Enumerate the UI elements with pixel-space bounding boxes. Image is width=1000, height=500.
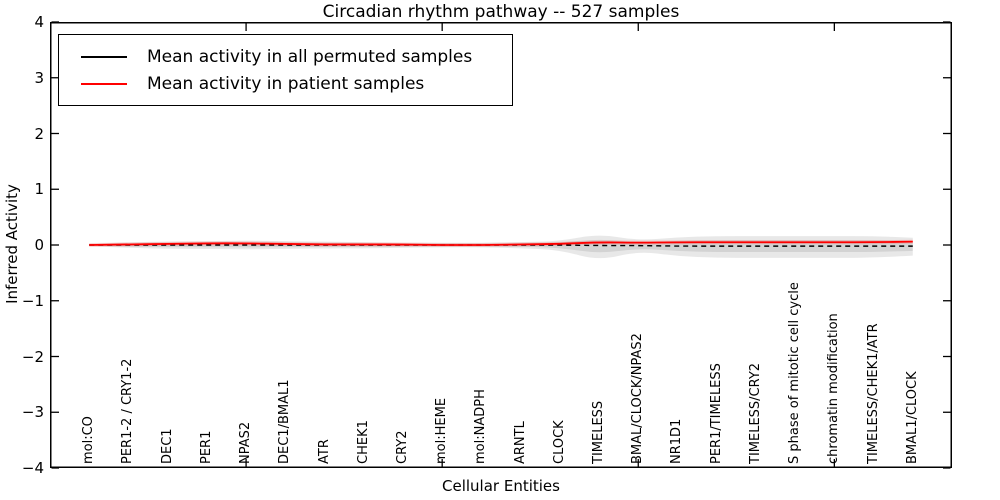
x-category-label: PER1-2 / CRY1-2 [120,358,136,464]
y-tick-label: −1 [21,291,44,310]
legend-label: Mean activity in patient samples [147,73,425,94]
x-category-label: CHEK1 [355,420,371,464]
x-category-label: mol:NADPH [473,389,489,464]
x-category-label: PER1 [198,430,214,464]
x-category-label: NR1D1 [669,418,685,464]
plot-area: mol:CO PER1-2 / CRY1-2 DEC1 PER1 NPAS2 DEC1/B… [50,21,952,469]
plot-canvas [50,21,952,469]
legend-label: Mean activity in all permuted samples [147,46,473,67]
y-tick-label: 4 [34,13,44,31]
permuted-line-swatch [81,55,127,58]
x-category-label: S phase of mitotic cell cycle [787,282,803,464]
y-tick-label: 1 [34,180,44,199]
x-category-label: mol:CO [81,416,97,464]
x-category-label: mol:HEME [434,397,450,464]
y-tick-label: 3 [34,68,44,87]
legend-row: Mean activity in patient samples [69,70,502,97]
x-category-label: CLOCK [551,420,567,464]
y-tick-label: −2 [21,347,44,366]
permuted-mean-line [89,244,913,247]
legend-row: Mean activity in all permuted samples [69,43,502,70]
y-tick-label: −4 [21,459,44,477]
patient-line-swatch [81,82,127,85]
x-category-label: NPAS2 [238,421,254,464]
x-category-label: chromatin modification [826,313,842,464]
x-category-label: TIMELESS/CHEK1/ATR [865,323,881,464]
y-tick-label: −3 [21,403,44,422]
x-category-label: BMAL1/CLOCK [904,371,920,464]
patient-mean-line [89,240,913,246]
chart-title: Circadian rhythm pathway -- 527 samples [322,2,680,22]
x-category-label: CRY2 [394,430,410,465]
plot-frame [50,22,952,468]
permuted-band [89,235,913,259]
x-category-label: BMAL/CLOCK/NPAS2 [630,333,646,464]
x-category-label: PER1/TIMELESS [708,363,724,464]
x-axis-label: Cellular Entities [442,477,560,495]
y-tick-label: 0 [34,236,44,254]
legend: Mean activity in all permuted samples Me… [58,34,513,106]
x-category-label: TIMELESS/CRY2 [747,362,763,464]
x-category-label: DEC1/BMAL1 [277,379,293,465]
x-category-label: TIMELESS [591,400,607,464]
y-tick-label: 2 [34,124,44,143]
x-category-label: ATR [316,439,332,464]
x-category-label: DEC1 [159,428,175,464]
x-category-label: ARNTL [512,421,528,464]
